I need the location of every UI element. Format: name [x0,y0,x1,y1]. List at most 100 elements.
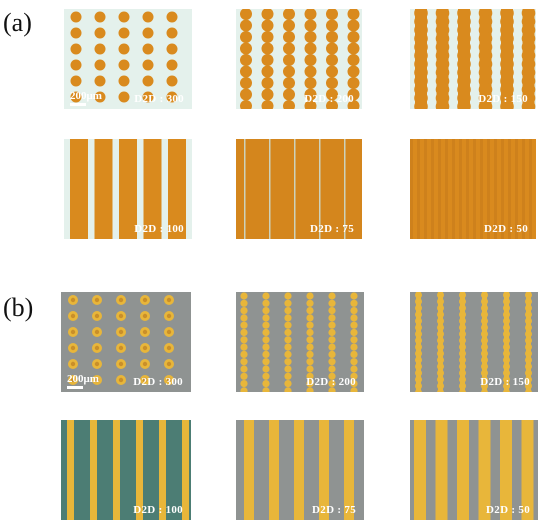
ink-dot-center [94,313,100,319]
ink-bulge [481,369,488,377]
ink-bulge [503,292,510,299]
ink-bulge [414,99,428,109]
micrograph-b-dot-chains [236,292,364,392]
ink-dot-center [118,313,124,319]
ink-line [70,139,88,239]
ink-dot [347,77,360,89]
ink-dot [304,9,317,20]
ink-dot [94,59,106,71]
substrate [410,139,536,239]
ink-bulge [459,389,466,392]
ink-line [269,420,279,520]
ink-dot [350,372,358,380]
substrate [61,420,191,520]
ink-dot [94,43,106,55]
ink-dot [283,65,295,78]
ink-line [500,420,512,520]
ink-dot [284,314,292,322]
ink-dot [262,314,270,322]
ink-dot [283,100,295,109]
ink-dot [261,65,274,78]
ink-dot [284,365,292,373]
ink-dot-center [70,313,76,319]
film-texture [466,139,469,239]
ink-dot-center [94,297,100,303]
d2d-label: D2D : 50 [484,223,528,235]
ink-dot [306,372,314,380]
ink-dot [350,292,358,300]
ink-dot [326,54,338,66]
micrograph-b-wavy-lines [410,292,538,392]
ink-bulge [525,337,532,344]
ink-dot [240,380,248,388]
ink-dot-center [166,329,172,335]
ink-dot [240,321,248,329]
ink-dot [262,372,270,380]
ink-dot [240,387,248,392]
ink-dot [142,59,154,71]
ink-dot [347,42,360,55]
ink-dot [326,9,338,20]
ink-dot [166,11,178,23]
ink-bulge [503,389,510,392]
ink-bulge [525,330,532,338]
ink-dot [240,307,248,315]
ink-dot [262,358,270,366]
film-texture [445,139,448,239]
ink-dot [350,387,358,392]
d2d-label: D2D : 50 [486,504,530,516]
ink-dot [306,343,314,351]
ink-dot [326,77,338,89]
ink-dot [304,42,317,55]
d2d-label: D2D : 150 [478,93,528,105]
ink-bulge [481,337,488,344]
ink-bulge [525,292,532,299]
ink-dot [328,387,336,392]
ink-dot [262,321,270,329]
ink-line [319,420,329,520]
ink-dot [328,350,336,358]
ink-dot [306,365,314,373]
d2d-label: D2D : 75 [312,504,356,516]
ink-line [113,420,120,520]
ink-dot [262,350,270,358]
d2d-label: D2D : 200 [304,93,354,105]
ink-dot [304,88,317,101]
ink-dot-center [142,361,148,367]
ink-bulge [437,363,444,370]
ink-dot [262,299,270,307]
ink-dot [262,307,270,315]
film-texture [480,139,483,239]
ink-bulge [503,343,510,351]
ink-line [478,420,491,520]
ink-dot [94,91,106,103]
ink-bulge [503,298,510,305]
ink-dot [261,19,274,32]
ink-dot [350,321,358,329]
film-texture [494,139,497,239]
ink-dot [283,54,295,66]
panel-b-d2d-200: D2D : 200 [236,292,364,392]
film-texture [529,139,532,239]
ink-bulge [503,363,510,370]
ink-bulge [459,337,466,344]
ink-bulge [525,376,532,383]
ink-dot [261,77,274,89]
ink-bulge [481,389,488,392]
ink-dot [283,42,295,55]
gap-line [319,139,321,239]
gap-line [294,139,296,239]
substrate [236,139,362,239]
ink-bulge [459,363,466,370]
ink-bulge [415,369,422,377]
ink-line [521,420,534,520]
ink-dot [283,19,295,32]
substrate [236,292,364,392]
substrate [236,9,362,109]
film-texture [473,139,476,239]
ink-dot [261,42,274,55]
ink-bulge [525,324,532,331]
ink-dot [326,88,338,101]
ink-line [168,139,186,239]
ink-line [136,420,143,520]
